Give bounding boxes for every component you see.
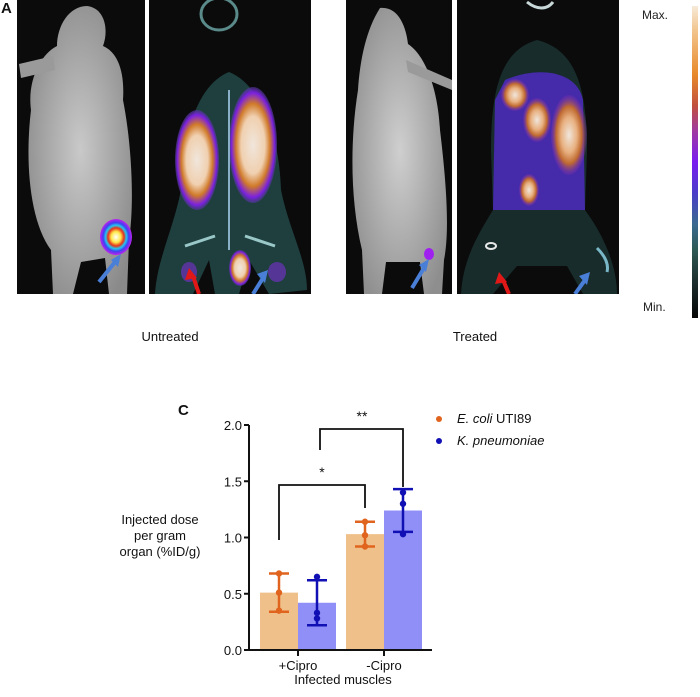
x-axis-label: Infected muscles <box>294 672 392 687</box>
legend-label-kpneumoniae: K. pneumoniae <box>457 433 545 448</box>
y-axis-label: Injected dose per gram organ (%ID/g) <box>105 512 215 560</box>
y-tick-label: 0.5 <box>224 587 242 602</box>
legend-item-kpneumoniae: K. pneumoniae <box>436 430 544 452</box>
chart-legend: E. coli UTI89 K. pneumoniae <box>436 408 544 452</box>
mouse-silhouette-treated <box>352 7 452 294</box>
y-tick-label: 1.5 <box>224 474 242 489</box>
significance-bracket <box>319 428 404 487</box>
significance-marker: ** <box>357 408 368 424</box>
legend-item-ecoli: E. coli UTI89 <box>436 408 544 430</box>
y-tick-label: 1.0 <box>224 531 242 546</box>
untreated-caption: Untreated <box>141 329 199 344</box>
panel-c-letter: C <box>178 402 189 419</box>
y-axis-label-line-3: organ (%ID/g) <box>119 544 201 559</box>
data-point <box>275 589 283 596</box>
colorbar-min-label: Min. <box>643 300 666 314</box>
significance-bracket <box>278 484 366 540</box>
data-point <box>275 570 283 577</box>
data-point <box>361 518 369 525</box>
y-axis-label-line-2: per gram <box>133 528 187 543</box>
y-axis-label-line-1: Injected dose <box>121 512 199 527</box>
data-point <box>313 573 321 581</box>
mouse-silhouette-untreated <box>19 6 132 294</box>
data-point <box>313 615 321 622</box>
y-tick-label: 2.0 <box>224 418 242 433</box>
colorbar-scale <box>692 6 698 318</box>
bar-1-0 <box>346 534 384 650</box>
data-point <box>313 609 321 617</box>
data-point <box>399 500 407 507</box>
treated-optical-image <box>346 0 452 294</box>
pet-ct-scan-treated <box>461 0 617 294</box>
legend-dot-ecoli-icon <box>436 416 442 422</box>
y-tick-label: 0.0 <box>224 643 242 658</box>
legend-label-ecoli-plain: UTI89 <box>492 411 532 426</box>
legend-label-ecoli-italic: E. coli <box>457 411 493 426</box>
treated-caption: Treated <box>452 329 498 344</box>
pet-ct-scan-untreated <box>155 0 307 294</box>
x-tick-label: -Cipro <box>366 658 401 673</box>
untreated-optical-image <box>17 0 145 294</box>
untreated-pet-ct-image <box>149 0 311 294</box>
data-point <box>275 607 283 614</box>
panel-a-letter: A <box>1 0 12 17</box>
data-point <box>361 543 369 550</box>
legend-dot-kpneumoniae-icon <box>436 438 442 444</box>
data-point <box>399 489 407 496</box>
colorbar-max-label: Max. <box>642 8 669 22</box>
data-point <box>399 530 407 538</box>
treated-pet-ct-image <box>457 0 619 294</box>
x-tick-label: +Cipro <box>279 658 318 673</box>
significance-marker: * <box>319 464 325 480</box>
data-point <box>361 532 369 539</box>
